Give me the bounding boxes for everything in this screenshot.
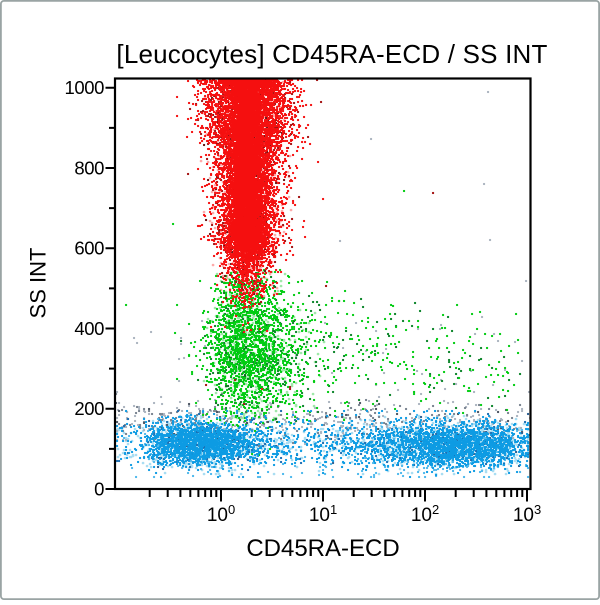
svg-text:0: 0 — [94, 478, 104, 499]
svg-text:SS INT: SS INT — [26, 248, 51, 319]
svg-text:200: 200 — [74, 398, 104, 419]
svg-text:400: 400 — [74, 318, 104, 339]
svg-text:600: 600 — [74, 238, 104, 259]
svg-text:[Leucocytes] CD45RA-ECD / SS I: [Leucocytes] CD45RA-ECD / SS INT — [116, 39, 547, 69]
svg-text:800: 800 — [74, 157, 104, 178]
svg-text:CD45RA-ECD: CD45RA-ECD — [246, 535, 399, 562]
svg-text:1000: 1000 — [64, 77, 104, 98]
